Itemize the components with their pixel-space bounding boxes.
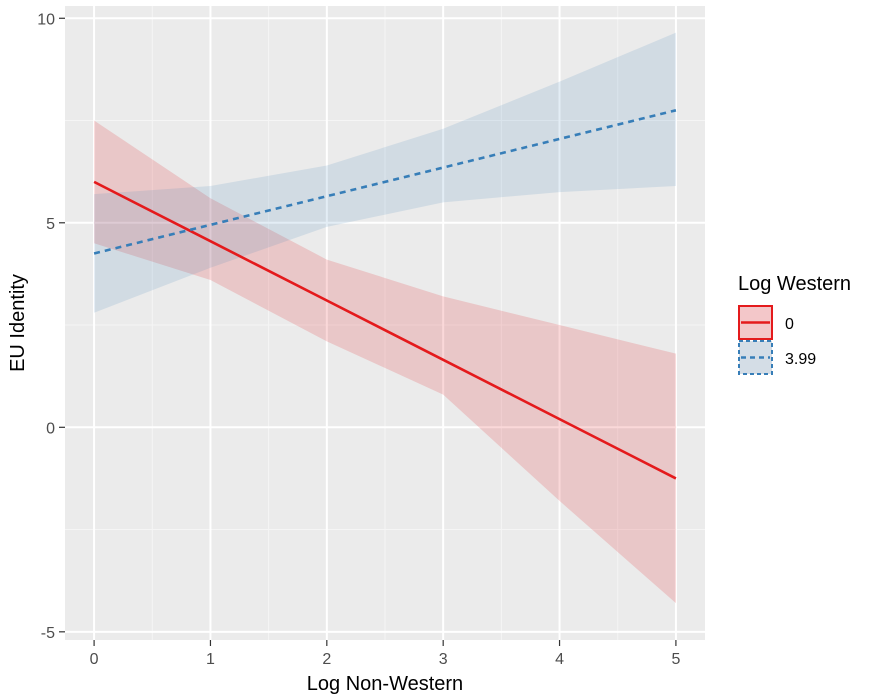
legend-title: Log Western — [738, 273, 851, 295]
confidence-ribbons — [94, 32, 676, 604]
ci-ribbon-series-1 — [94, 32, 676, 313]
legend: Log Western 0 3.99 — [738, 273, 851, 375]
series-lines — [93, 109, 677, 480]
x-axis-label: Log Non-Western — [307, 673, 463, 695]
x-tick-label: 5 — [671, 651, 680, 668]
x-tick-label: 0 — [90, 651, 99, 668]
grid-minor — [65, 6, 705, 640]
grid-major — [65, 6, 705, 640]
ci-ribbon-series-0 — [94, 120, 676, 604]
legend-label-0: 0 — [785, 316, 794, 333]
y-tick-label: 0 — [46, 420, 55, 437]
y-tick-label: 10 — [37, 11, 55, 28]
legend-key-0: 0 — [738, 305, 794, 340]
y-tick-label: 5 — [46, 216, 55, 233]
x-tick-label: 2 — [322, 651, 331, 668]
y-axis-label: EU Identity — [7, 274, 29, 372]
axes: 0 1 2 3 4 5 -5 0 5 10 — [37, 11, 680, 668]
series-line-1 — [93, 109, 677, 255]
x-tick-label: 4 — [555, 651, 564, 668]
x-tick-label: 1 — [206, 651, 215, 668]
x-tick-label: 3 — [439, 651, 448, 668]
legend-label-1: 3.99 — [785, 351, 816, 368]
legend-key-1: 3.99 — [738, 340, 816, 375]
y-tick-label: -5 — [41, 625, 55, 642]
series-line-0 — [93, 180, 677, 480]
